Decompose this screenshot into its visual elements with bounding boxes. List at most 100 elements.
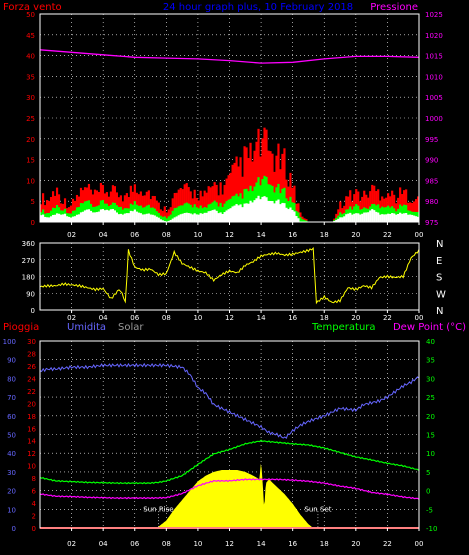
direction-x-label: 16	[288, 314, 297, 322]
wind-gust-bar	[229, 172, 232, 222]
wind-min-bar	[125, 213, 128, 222]
wind-min-bar	[337, 218, 340, 222]
rain-tick-label: 16	[27, 425, 36, 433]
wind-min-bar	[245, 203, 248, 222]
rain-tick-label: 26	[27, 363, 36, 371]
wind-avg-bar	[339, 212, 342, 222]
wind-gust-bar	[373, 185, 376, 222]
wind-gust-bar	[165, 212, 168, 222]
wind-avg-bar	[151, 207, 154, 222]
wind-gust-bar	[415, 199, 418, 222]
wind-gust-bar	[51, 191, 55, 222]
humidity-tick-label: 10	[7, 506, 16, 514]
wind-min-bar	[83, 210, 87, 222]
rain-tick-label: 8	[32, 475, 36, 483]
wind-min-bar	[209, 210, 212, 222]
wind-min-bar	[375, 211, 378, 222]
wind-min-bar	[291, 209, 294, 222]
wind-min-bar	[397, 214, 400, 222]
wind-gust-bar	[371, 184, 374, 222]
wind-tick-label: 30	[26, 94, 35, 102]
wind-avg-bar	[193, 204, 196, 222]
wind-min-bar	[399, 212, 402, 222]
wind-x-label: 18	[320, 231, 329, 239]
wind-gust-bar	[203, 190, 206, 222]
wind-min-bar	[227, 209, 230, 222]
climate-x-label: 06	[130, 540, 139, 548]
humidity-tick-label: 50	[7, 432, 16, 440]
wind-min-bar	[47, 217, 51, 222]
wind-min-bar	[361, 213, 364, 222]
temperature-tick-label: 15	[426, 432, 435, 440]
wind-min-bar	[293, 211, 296, 222]
wind-min-bar	[189, 213, 192, 222]
wind-gust-bar	[223, 185, 226, 222]
wind-avg-bar	[71, 210, 75, 222]
wind-min-bar	[181, 213, 184, 222]
wind-x-label: 16	[288, 231, 297, 239]
temperature-tick-label: 0	[426, 488, 430, 496]
wind-min-bar	[223, 212, 226, 222]
wind-tick-label: 15	[26, 157, 35, 165]
wind-min-bar	[67, 216, 71, 222]
wind-gust-bar	[163, 206, 166, 222]
humidity-label: Umidita	[67, 322, 106, 333]
humidity-tick-label: 70	[7, 394, 16, 402]
wind-gust-bar	[171, 198, 174, 222]
wind-min-bar	[281, 202, 284, 222]
rain-tick-label: 2	[32, 513, 36, 521]
wind-avg-bar	[305, 220, 308, 222]
climate-x-label: 04	[99, 540, 108, 548]
wind-min-bar	[389, 213, 392, 222]
wind-min-bar	[417, 216, 420, 222]
wind-min-bar	[335, 219, 338, 222]
wind-min-bar	[101, 209, 105, 222]
wind-min-bar	[63, 213, 67, 222]
wind-min-bar	[97, 211, 101, 222]
direction-x-label: 00	[415, 314, 424, 322]
temperature-tick-label: -10	[426, 525, 437, 533]
wind-min-bar	[275, 200, 278, 222]
wind-min-bar	[157, 217, 160, 222]
wind-min-bar	[405, 213, 408, 222]
wind-min-bar	[345, 214, 348, 222]
wind-gust-bar	[43, 205, 47, 222]
wind-min-bar	[51, 214, 55, 222]
wind-min-bar	[57, 213, 61, 222]
rain-tick-label: 22	[27, 388, 36, 396]
dew-point-label: Dew Point (°C)	[393, 322, 466, 333]
wind-gust-bar	[55, 187, 59, 222]
wind-min-bar	[135, 211, 138, 222]
wind-min-bar	[231, 206, 234, 222]
direction-x-label: 14	[257, 314, 266, 322]
wind-gust-bar	[157, 202, 160, 222]
wind-avg-bar	[187, 203, 190, 222]
wind-min-bar	[173, 217, 176, 222]
wind-gust-bar	[413, 201, 416, 222]
rain-tick-label: 14	[27, 438, 36, 446]
direction-x-label: 06	[130, 314, 139, 322]
climate-x-label: 00	[415, 540, 424, 548]
wind-tick-label: 35	[26, 73, 35, 81]
wind-min-bar	[247, 203, 250, 222]
temperature-tick-label: 5	[426, 469, 430, 477]
wind-x-label: 10	[193, 231, 202, 239]
wind-gust-bar	[185, 183, 188, 222]
pressure-tick-label: 990	[425, 157, 438, 165]
wind-gust-bar	[235, 156, 238, 222]
pressure-tick-label: 1000	[425, 115, 443, 123]
wind-min-bar	[133, 209, 136, 222]
wind-min-bar	[261, 196, 264, 222]
wind-min-bar	[69, 217, 73, 222]
wind-min-bar	[377, 212, 380, 222]
wind-min-bar	[207, 211, 210, 222]
wind-avg-bar	[165, 218, 168, 222]
wind-min-bar	[265, 197, 268, 222]
wind-x-label: 20	[351, 231, 360, 239]
wind-gust-bar	[177, 189, 180, 222]
wind-min-bar	[225, 210, 228, 222]
compass-label: E	[436, 256, 442, 267]
temperature-tick-label: 10	[426, 450, 435, 458]
wind-min-bar	[295, 216, 298, 222]
wind-min-bar	[107, 210, 111, 222]
